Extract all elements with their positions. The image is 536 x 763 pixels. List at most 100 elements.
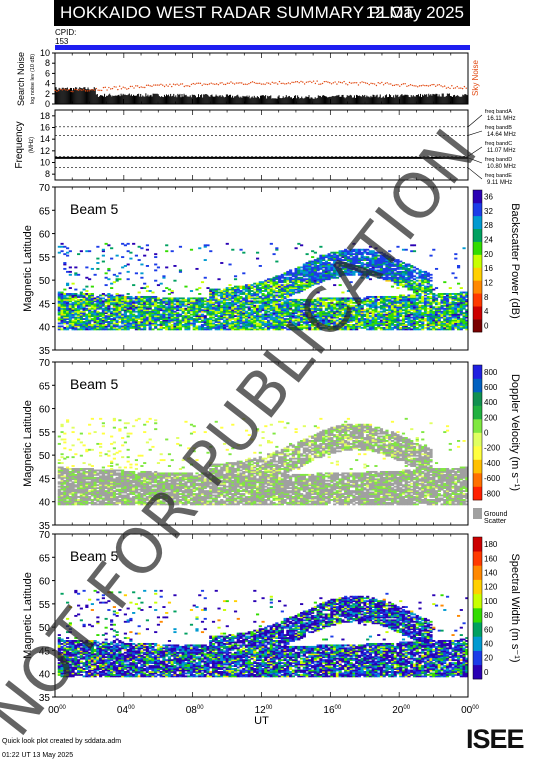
velocity-colorbar-segment [473,432,482,447]
lat-tick-label: 35 [39,346,51,357]
lat-tick-label: 40 [39,323,51,334]
x-tick-label-minutes: 00 [197,705,204,711]
lat-tick-label: 60 [39,405,51,416]
width-colorbar-tick-label: 120 [484,583,498,592]
width-colorbar-tick-label: 160 [484,554,498,563]
velocity-colorbar-tick-label: 200 [484,413,498,422]
lat-tick-label: 45 [39,646,51,657]
width-colorbar-tick-label: 140 [484,569,498,578]
width-colorbar-segment [473,664,482,680]
power-colorbar-tick-label: 12 [484,279,493,288]
velocity-colorbar-tick-label: -600 [484,474,501,483]
velocity-colorbar-segment [473,486,482,501]
x-tick-label: 0400 [117,705,135,716]
width-colorbar-label: Spectral Width (m s⁻¹) [509,553,521,662]
title-bar: HOKKAIDO WEST RADAR SUMMARY PLOT 12 May … [54,0,470,26]
width-colorbar-segment [473,565,482,580]
freq-tick-label: 14 [40,134,50,144]
ground-scatter-swatch [473,508,482,519]
freq-band-value: 11.07 MHz [487,148,516,154]
freq-ylabel-unit: (MHz) [29,137,35,153]
x-tick-label: 0000 [48,705,66,716]
power-colorbar-tick-label: 32 [484,207,493,216]
power-colorbar-tick-label: 0 [484,322,489,331]
power-echoes [57,242,469,331]
power-colorbar-segment [473,190,482,204]
noise-tick-label: 6 [45,68,50,78]
power-beam-label: Beam 5 [70,201,118,217]
freq-band-value: 10.80 MHz [487,164,516,170]
freq-band-value: 14.64 MHz [487,132,516,138]
width-colorbar-segment [473,636,482,651]
freq-band-name: freq bandB [485,125,512,131]
width-colorbar-tick-label: 20 [484,654,493,663]
power-colorbar-tick-label: 8 [484,293,489,302]
velocity-colorbar-segment [473,473,482,487]
isee-logo: ISEE [466,724,525,754]
power-colorbar-segment [473,202,482,217]
cpid-bar [55,45,470,50]
cpid-block: CPID: 153 [55,28,76,46]
ground-scatter-label-2: Scatter [484,518,507,525]
width-colorbar-segment [473,593,482,609]
width-colorbar-tick-label: 100 [484,597,498,606]
x-tick-label-minutes: 00 [128,705,135,711]
velocity-beam-label: Beam 5 [70,376,118,392]
velocity-colorbar-segment [473,392,482,406]
freq-band-name: freq bandA [485,109,512,115]
lat-tick-label: 65 [39,553,51,564]
power-colorbar-tick-label: 16 [484,264,493,273]
freq-band-leader [467,114,483,128]
x-tick-label-minutes: 00 [266,705,273,711]
x-tick-label: 0800 [186,705,204,716]
width-colorbar-segment [473,608,482,623]
velocity-colorbar-segment [473,446,482,460]
width-ylabel: Magnetic Latitude [22,572,34,659]
x-tick-label-minutes: 00 [59,705,66,711]
freq-band-value: 9.11 MHz [487,180,512,186]
lat-tick-label: 45 [39,474,51,485]
power-colorbar-frame [472,189,483,333]
noise-tick-label: 4 [45,79,50,89]
velocity-colorbar-tick-label: -200 [484,444,501,453]
freq-band-leader [467,157,483,164]
x-tick-label-minutes: 00 [335,705,342,711]
width-beam-label: Beam 5 [70,548,118,564]
power-colorbar-segment [473,228,482,242]
power-colorbar-label: Backscatter Power (dB) [509,203,521,319]
power-colorbar-tick-label: 36 [484,192,493,201]
power-colorbar-tick-label: 24 [484,235,493,244]
sky-noise-trace [54,80,467,93]
width-colorbar-tick-label: 180 [484,540,498,549]
lat-tick-label: 60 [39,230,51,241]
velocity-echoes [57,417,469,506]
noise-tick-label: 0 [45,99,50,109]
freq-band-leader [467,167,483,180]
velocity-colorbar-segment [473,419,482,433]
lat-tick-label: 65 [39,381,51,392]
lat-tick-label: 50 [39,451,51,462]
power-colorbar-segment [473,306,482,320]
freq-tick-label: 8 [45,169,50,179]
power-colorbar-segment [473,215,482,230]
x-tick-label: 1200 [255,705,273,716]
freq-tick-label: 18 [40,111,50,121]
lat-tick-label: 65 [39,206,51,217]
lat-tick-label: 35 [39,521,51,532]
width-colorbar-segment [473,650,482,666]
frequency-panel-frame [54,109,469,181]
velocity-colorbar-tick-label: -400 [484,459,501,468]
velocity-colorbar-segment [473,459,482,474]
width-colorbar-segment [473,551,482,566]
footer-created-by: Quick look plot created by sddata.adm [2,738,122,745]
lat-tick-label: 55 [39,253,51,264]
power-colorbar-tick-label: 20 [484,250,493,259]
page-title: HOKKAIDO WEST RADAR SUMMARY PLOT [60,3,415,22]
power-colorbar-segment [473,254,482,268]
width-colorbar-segment [473,537,482,552]
power-colorbar-segment [473,319,482,333]
freq-band-name: freq bandD [485,157,512,163]
velocity-colorbar-tick-label: 0 [484,429,489,438]
width-echoes [57,589,469,678]
lat-tick-label: 60 [39,577,51,588]
